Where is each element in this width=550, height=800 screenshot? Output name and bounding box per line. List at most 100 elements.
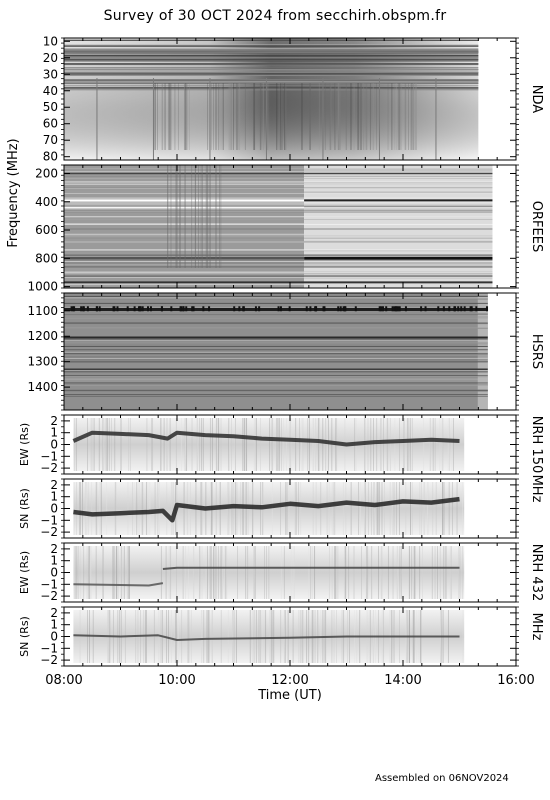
- y-tick-label: 600: [35, 223, 58, 237]
- x-tick-label: 10:00: [158, 673, 195, 688]
- instrument-label-nrh432: NRH 432: [529, 544, 544, 601]
- nrh-trace-nrh432ew_a: [73, 582, 164, 587]
- y-tick-label: 2: [50, 606, 58, 620]
- y-tick-label: 0: [50, 438, 58, 452]
- hsrs-speckle: [113, 306, 116, 312]
- hsrs-speckle: [191, 306, 194, 312]
- hsrs-speckle: [381, 306, 384, 312]
- hsrs-speckle: [86, 306, 89, 312]
- y-tick-label: −2: [40, 525, 58, 539]
- y-tick-label: −2: [40, 589, 58, 603]
- hsrs-speckle: [233, 306, 236, 312]
- hsrs-speckle: [182, 306, 185, 312]
- y-tick-label: 1300: [27, 355, 58, 369]
- hsrs-speckle: [137, 306, 140, 312]
- y-tick-label: 1: [50, 426, 58, 440]
- x-axis-label: Time (UT): [257, 688, 322, 703]
- hsrs-speckle: [258, 306, 261, 312]
- hsrs-speckle: [98, 306, 101, 312]
- y-tick-label: 2: [50, 414, 58, 428]
- hsrs-speckle: [254, 306, 257, 312]
- instrument-label-hsrs: HSRS: [529, 334, 544, 369]
- hsrs-speckle: [277, 306, 280, 312]
- nda-shading: [64, 38, 479, 160]
- hsrs-speckle: [404, 306, 407, 312]
- hsrs-speckle: [208, 306, 211, 312]
- hsrs-edge: [477, 293, 488, 410]
- hsrs-speckle: [354, 306, 357, 312]
- nrh-trace-nrh150ew: [72, 430, 460, 447]
- nrh-axis-label: SN (Rs): [18, 616, 31, 657]
- hsrs-speckle: [448, 306, 451, 312]
- instrument-label-orfees: ORFEES: [529, 201, 544, 252]
- y-tick-label: 0: [50, 630, 58, 644]
- hsrs-speckle: [192, 306, 195, 312]
- hsrs-speckle: [179, 306, 182, 312]
- hsrs-speckle: [342, 306, 345, 312]
- y-tick-label: 1200: [27, 329, 58, 343]
- hsrs-speckle: [395, 306, 398, 312]
- hsrs-speckle: [460, 306, 463, 312]
- hsrs-speckle: [242, 306, 245, 312]
- hsrs-speckle: [160, 306, 163, 312]
- hsrs-speckle: [337, 306, 340, 312]
- hsrs-speckle: [486, 306, 489, 312]
- hsrs-speckle: [202, 306, 205, 312]
- hsrs-speckle: [397, 306, 400, 312]
- hsrs-speckle: [393, 306, 396, 312]
- y-tick-label: 70: [43, 133, 58, 147]
- y-tick-label: −2: [40, 653, 58, 667]
- y-tick-label: 1100: [27, 304, 58, 318]
- y-tick-label: 1400: [27, 380, 58, 394]
- hsrs-speckle: [378, 306, 381, 312]
- instrument-label-nrh150: NRH 150: [529, 416, 544, 473]
- hsrs-speckle: [314, 306, 317, 312]
- hsrs-speckle: [339, 306, 342, 312]
- hsrs-speckle: [139, 306, 142, 312]
- hsrs-speckle: [305, 306, 308, 312]
- y-tick-label: 2: [50, 542, 58, 556]
- nrh-background: [73, 418, 465, 471]
- spectrogram-imagery: [64, 38, 493, 663]
- hsrs-speckle: [309, 306, 312, 312]
- hsrs-speckle: [380, 306, 383, 312]
- hsrs-speckle: [146, 306, 149, 312]
- instrument-label-nrh150-mhz: MHz: [529, 475, 544, 503]
- y-tick-label: 0: [50, 566, 58, 580]
- hsrs-speckle: [322, 306, 325, 312]
- y-tick-label: 800: [35, 251, 58, 265]
- labels-group: Time (UT) Frequency (MHz) EW (Rs) SN (Rs) EW…: [6, 85, 544, 703]
- hsrs-speckle: [288, 306, 291, 312]
- y-tick-label: −1: [40, 577, 58, 591]
- assembled-note: Assembled on 06NOV2024: [375, 773, 509, 784]
- hsrs-speckle: [391, 306, 394, 312]
- nrh-trace-nrh432ew_b: [162, 566, 460, 570]
- y-tick-label: 200: [35, 166, 58, 180]
- hsrs-speckle: [238, 306, 241, 312]
- nrh-axis-label: SN (Rs): [18, 488, 31, 529]
- hsrs-speckle: [149, 306, 152, 312]
- y-tick-label: 1: [50, 554, 58, 568]
- hsrs-speckle: [475, 306, 478, 312]
- y-tick-label: −1: [40, 513, 58, 527]
- y-tick-label: 1: [50, 490, 58, 504]
- y-tick-label: 50: [43, 100, 58, 114]
- hsrs-speckle: [463, 306, 466, 312]
- nrh-axis-label: EW (Rs): [18, 423, 31, 466]
- axes-group: 1020304050607080200400600800100011001200…: [27, 34, 534, 688]
- hsrs-speckle: [170, 306, 173, 312]
- y-tick-label: 60: [43, 117, 58, 131]
- y-tick-label: 1: [50, 618, 58, 632]
- nrh-trace-nrh432sn: [73, 634, 460, 641]
- hsrs-speckle: [343, 306, 346, 312]
- hsrs-speckle: [96, 306, 99, 312]
- hsrs-speckle: [141, 306, 144, 312]
- hsrs-speckle: [457, 306, 460, 312]
- hsrs-speckle: [116, 306, 119, 312]
- hsrs-speckle: [420, 306, 423, 312]
- hsrs-speckle: [442, 306, 445, 312]
- nrh-traces: [72, 430, 460, 641]
- hsrs-speckle: [437, 306, 440, 312]
- y-tick-label: 20: [43, 51, 58, 65]
